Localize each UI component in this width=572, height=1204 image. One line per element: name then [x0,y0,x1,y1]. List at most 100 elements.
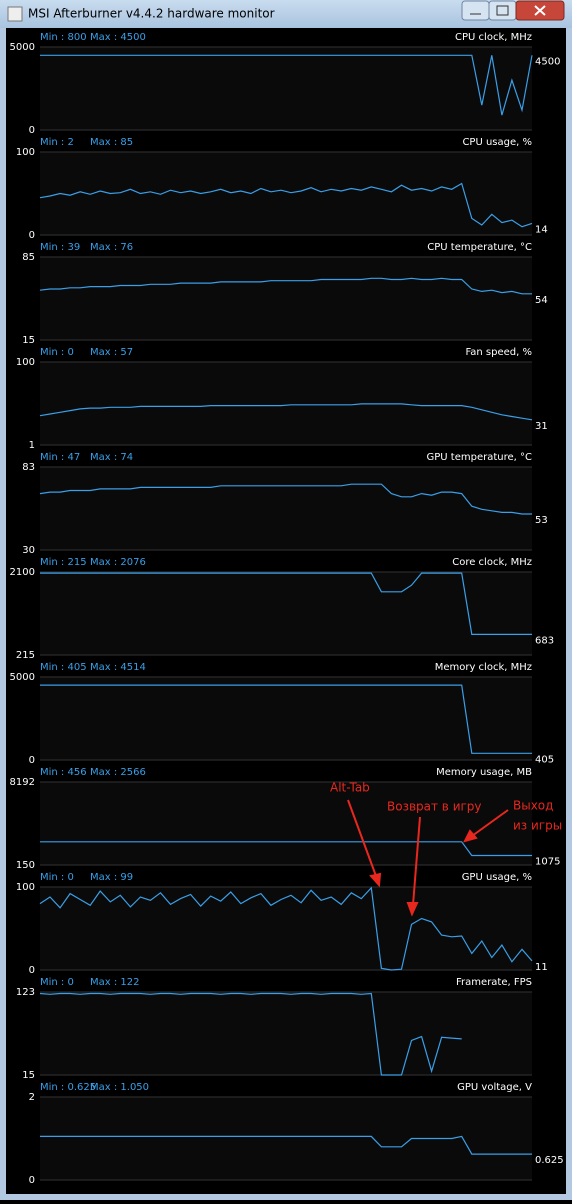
max-label: Max : 4514 [90,662,146,673]
min-label: Min : 2 [40,137,74,148]
plot-area [40,992,532,1075]
y-tick-label: 1 [29,440,35,451]
graph-title: CPU clock, MHz [455,32,532,43]
series-line [39,182,533,228]
window-title: MSI Afterburner v4.4.2 hardware monitor [28,7,275,21]
plot-area [40,467,532,550]
arrow-head [406,902,419,917]
current-value: 1075 [535,856,560,867]
graph-title: CPU temperature, °C [427,242,532,253]
plot-area [40,257,532,340]
plot-area [40,47,532,130]
left-border [0,28,6,1200]
max-label: Max : 4500 [90,32,146,43]
graph-title: GPU temperature, °C [427,452,532,463]
y-tick-label: 0 [29,230,35,241]
y-tick-label: 0 [29,755,35,766]
max-label: Max : 2566 [90,767,146,778]
plot-area [40,782,532,865]
graph-title: Core clock, MHz [452,557,532,568]
current-value: 405 [535,754,554,765]
plot-area [40,677,532,760]
y-tick-label: 15 [22,1070,35,1081]
graph-title: Framerate, FPS [456,977,532,988]
y-tick-label: 150 [16,860,35,871]
annotation: Выход [513,799,553,813]
minimize-button[interactable] [461,0,490,21]
current-value: 11 [535,962,548,973]
y-tick-label: 85 [22,252,35,263]
max-label: Max : 1.050 [90,1082,149,1093]
plot-area [40,887,532,970]
y-tick-label: 100 [16,882,35,893]
y-tick-label: 2 [29,1092,35,1103]
graph-title: CPU usage, % [462,137,532,148]
y-tick-label: 5000 [10,672,35,683]
max-label: Max : 2076 [90,557,146,568]
maximize-button[interactable] [488,0,517,21]
current-value: 31 [535,421,548,432]
y-tick-label: 8192 [10,777,35,788]
current-value: 0.625 [535,1155,564,1166]
arrow [471,809,509,837]
graph-title: Memory usage, MB [436,767,532,778]
y-tick-label: 5000 [10,42,35,53]
y-tick-label: 0 [29,125,35,136]
series-line [40,1135,532,1155]
y-tick-label: 83 [22,462,35,473]
arrows [347,799,509,917]
min-label: Min : 47 [40,452,80,463]
button-glyphs [470,5,509,16]
min-label: Min : 456 [40,767,87,778]
series-line [39,992,462,1076]
current-value: 683 [535,635,554,646]
series-line [39,483,532,515]
y-tick-label: 15 [22,335,35,346]
current-value: 4500 [535,56,560,67]
max-label: Max : 76 [90,242,133,253]
current-value: 14 [535,224,548,235]
graph-title: GPU voltage, V [457,1082,532,1093]
min-label: Min : 39 [40,242,80,253]
arrow [412,816,421,906]
series-line [40,54,533,116]
y-tick-label: 215 [16,650,35,661]
annotation: Возврат в игру [387,800,482,814]
min-label: Min : 0 [40,977,74,988]
min-label: Min : 405 [40,662,87,673]
series-line [39,277,532,295]
max-label: Max : 57 [90,347,133,358]
app-icon [7,6,23,22]
y-tick-label: 123 [16,987,35,998]
min-label: Min : 0 [40,872,74,883]
current-value: 53 [535,515,548,526]
arrow [347,799,377,877]
graph-title: Fan speed, % [465,347,532,358]
right-border [566,28,572,1200]
y-tick-label: 2100 [10,567,35,578]
min-label: Min : 215 [40,557,87,568]
min-label: Min : 800 [40,32,87,43]
min-label: Min : 0 [40,347,74,358]
arrow-head [463,829,478,843]
max-label: Max : 85 [90,137,133,148]
series-line [39,886,533,971]
y-tick-label: 30 [22,545,35,556]
min-label: Min : 0.625 [40,1082,96,1093]
annotation: Alt-Tab [330,781,370,795]
close-glyph [534,5,546,16]
arrow-head [369,872,382,888]
y-tick-label: 100 [16,357,35,368]
annotation: из игры [513,819,562,833]
plot-area [40,572,532,655]
y-tick-label: 100 [16,147,35,158]
graph-title: Memory clock, MHz [435,662,532,673]
y-tick-label: 0 [29,965,35,976]
series-line [40,841,532,857]
series-line [39,403,533,421]
y-tick-label: 0 [29,1175,35,1186]
annotations: Alt-Tab Возврат в игру Выход из игры [330,781,562,833]
plot-area [40,152,532,235]
max-label: Max : 122 [90,977,140,988]
